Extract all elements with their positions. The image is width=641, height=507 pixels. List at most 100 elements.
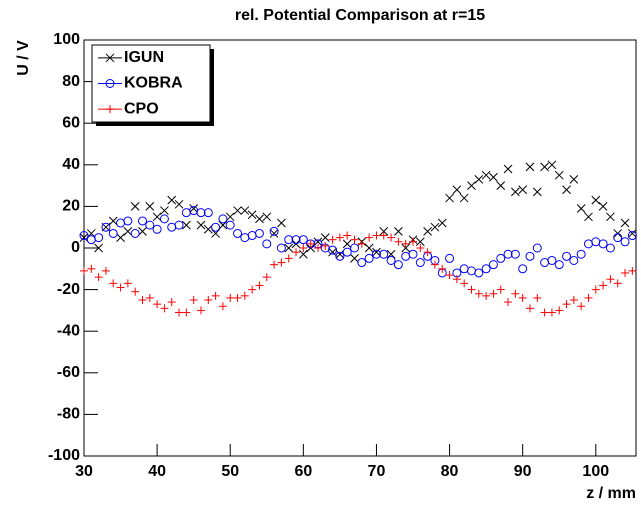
marker-circle xyxy=(510,249,520,259)
y-axis-label: U / V xyxy=(15,40,32,76)
marker-stroke xyxy=(277,218,286,228)
marker-plus xyxy=(591,285,600,294)
marker-stroke xyxy=(423,227,432,236)
marker-stroke xyxy=(620,237,630,247)
marker-x xyxy=(262,212,272,222)
marker-x xyxy=(350,254,359,263)
y-tick-label: 80 xyxy=(62,73,80,90)
marker-stroke xyxy=(372,247,381,257)
marker-stroke xyxy=(225,220,235,230)
marker-circle xyxy=(276,243,286,253)
marker-x xyxy=(94,243,103,253)
marker-circle xyxy=(145,220,155,230)
legend-label: IGUN xyxy=(124,49,164,66)
marker-stroke xyxy=(233,206,242,215)
marker-plus xyxy=(584,293,593,302)
marker-circle xyxy=(79,231,89,241)
marker-stroke xyxy=(152,212,162,222)
marker-plus xyxy=(628,266,637,275)
y-tick-label: 0 xyxy=(71,239,80,256)
marker-stroke xyxy=(350,254,359,263)
marker-stroke xyxy=(364,243,374,253)
marker-stroke xyxy=(576,204,586,213)
marker-circle xyxy=(350,243,360,253)
marker-stroke xyxy=(291,235,301,245)
marker-stroke xyxy=(254,228,264,238)
marker-stroke xyxy=(437,218,447,228)
marker-circle xyxy=(203,208,213,218)
marker-stroke xyxy=(138,227,147,236)
marker-circle xyxy=(254,228,264,238)
marker-plus xyxy=(504,298,513,307)
marker-x xyxy=(445,193,454,203)
marker-x xyxy=(627,229,637,238)
marker-stroke xyxy=(627,231,637,241)
marker-x xyxy=(496,181,506,190)
marker-stroke xyxy=(393,260,403,270)
marker-stroke xyxy=(298,249,308,259)
marker-stroke xyxy=(474,175,484,184)
marker-stroke xyxy=(496,181,506,190)
marker-circle xyxy=(408,249,418,259)
marker-plus xyxy=(401,239,410,248)
marker-plus xyxy=(621,268,630,277)
marker-stroke xyxy=(408,249,418,259)
marker-circle xyxy=(481,264,491,274)
marker-x xyxy=(372,247,381,257)
marker-stroke xyxy=(79,231,89,241)
marker-x xyxy=(335,249,345,259)
marker-stroke xyxy=(547,255,557,265)
marker-stroke xyxy=(233,228,243,238)
marker-x xyxy=(525,162,535,172)
marker-x xyxy=(284,243,294,253)
marker-stroke xyxy=(105,79,115,88)
marker-plus xyxy=(482,291,491,300)
marker-stroke xyxy=(284,243,294,253)
marker-stroke xyxy=(123,227,133,236)
marker-stroke xyxy=(182,220,191,230)
y-tick-label: 40 xyxy=(62,156,80,173)
marker-circle xyxy=(211,222,221,232)
marker-stroke xyxy=(554,260,564,270)
marker-stroke xyxy=(598,239,608,249)
marker-stroke xyxy=(488,260,498,270)
marker-x xyxy=(233,206,242,215)
marker-plus xyxy=(175,308,184,317)
marker-stroke xyxy=(591,195,601,205)
marker-plus xyxy=(394,237,403,246)
marker-plus xyxy=(106,105,114,114)
marker-circle xyxy=(174,220,184,230)
marker-x xyxy=(591,195,601,205)
marker-x xyxy=(576,204,586,213)
marker-plus xyxy=(379,231,388,240)
marker-plus xyxy=(196,306,205,315)
marker-plus xyxy=(277,258,286,267)
marker-plus xyxy=(160,304,169,313)
marker-circle xyxy=(269,226,279,236)
x-tick-label: 100 xyxy=(582,463,609,480)
marker-circle xyxy=(627,231,637,241)
marker-stroke xyxy=(116,233,125,242)
y-tick-label: -80 xyxy=(57,406,80,423)
marker-x xyxy=(562,185,571,195)
marker-stroke xyxy=(196,208,206,218)
marker-circle xyxy=(415,258,425,268)
marker-plus xyxy=(547,308,556,317)
marker-plus xyxy=(474,289,483,298)
marker-stroke xyxy=(108,228,118,238)
marker-circle xyxy=(218,214,228,224)
marker-x xyxy=(203,224,213,234)
y-tick-label: -60 xyxy=(57,364,80,381)
marker-x xyxy=(79,233,89,242)
marker-plus xyxy=(116,283,125,292)
marker-stroke xyxy=(415,237,425,247)
y-tick-label: -40 xyxy=(57,322,80,339)
marker-x xyxy=(138,227,147,236)
marker-plus xyxy=(357,239,366,248)
marker-circle xyxy=(101,222,111,232)
marker-stroke xyxy=(240,206,250,215)
marker-x xyxy=(430,222,440,232)
marker-circle xyxy=(386,255,396,265)
marker-stroke xyxy=(159,214,169,224)
marker-plus xyxy=(423,248,432,257)
